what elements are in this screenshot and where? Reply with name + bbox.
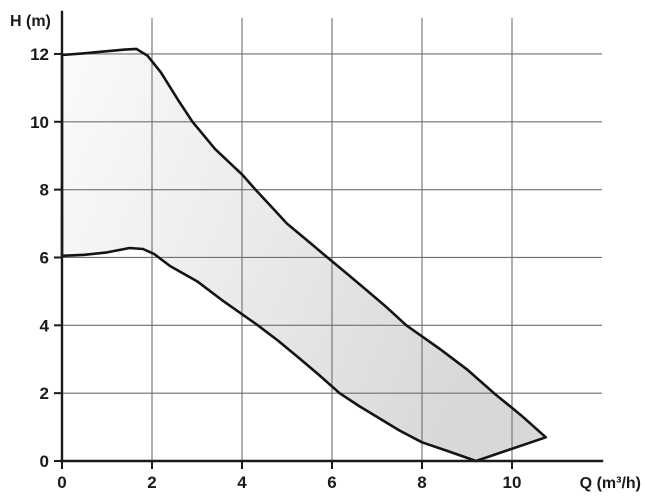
x-axis-title: Q (m³/h) [580,475,641,492]
x-tick-label: 0 [57,473,66,492]
x-tick-label: 10 [503,473,522,492]
operating-envelope-border [60,47,548,463]
tick-marks [54,52,513,469]
x-tick-label: 4 [237,473,247,492]
y-tick-label: 8 [40,181,49,200]
x-tick-label: 8 [417,473,426,492]
y-tick-label: 2 [40,384,49,403]
y-tick-label: 4 [40,316,50,335]
x-tick-label: 6 [327,473,336,492]
operating-envelope-fill [62,48,546,462]
y-tick-label: 10 [30,113,49,132]
x-tick-label: 2 [147,473,156,492]
y-tick-label: 6 [40,248,49,267]
gridlines [62,18,602,461]
y-tick-label: 0 [40,452,49,471]
y-axis-title: H (m) [10,13,51,30]
y-tick-label: 12 [30,45,49,64]
